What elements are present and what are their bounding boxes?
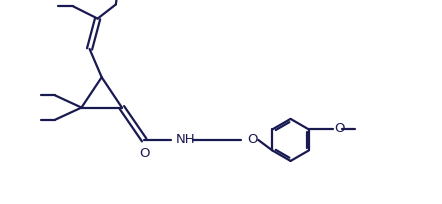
Text: NH: NH: [176, 132, 195, 145]
Text: O: O: [248, 132, 258, 145]
Text: O: O: [334, 122, 344, 135]
Text: O: O: [139, 146, 149, 159]
